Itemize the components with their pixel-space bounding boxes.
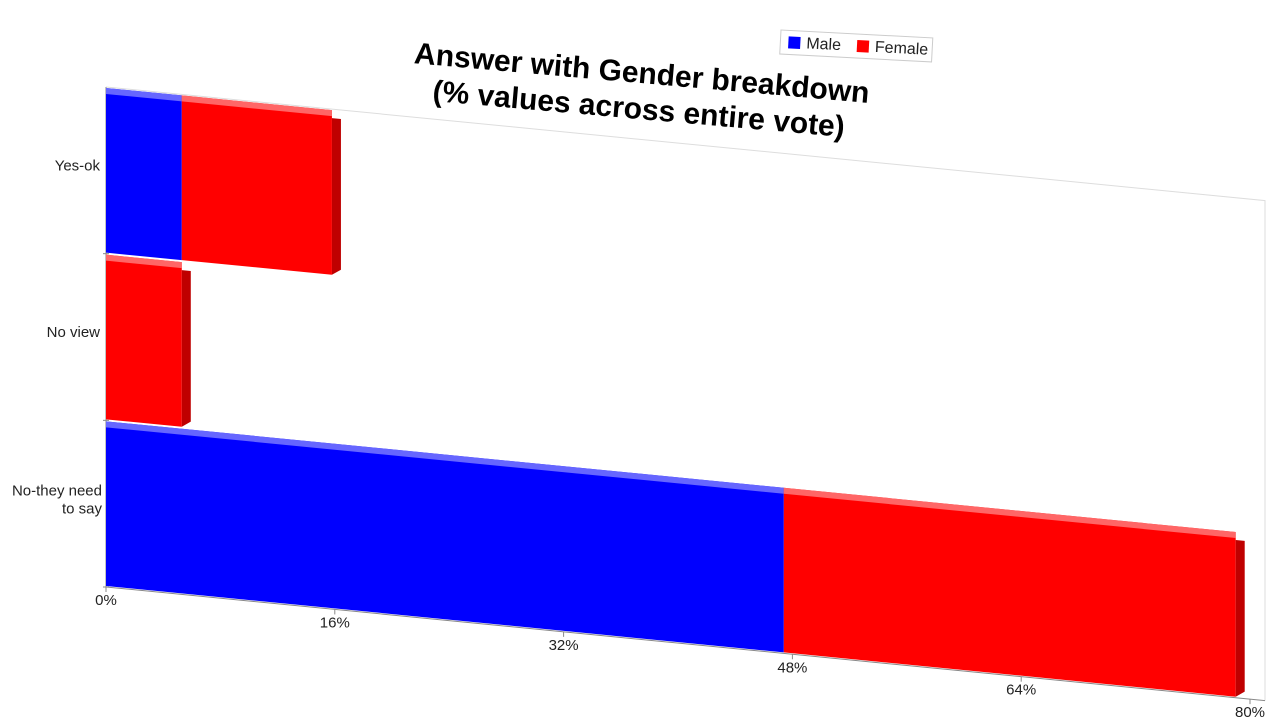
legend: Male Female — [779, 29, 934, 63]
x-axis — [105, 586, 1266, 702]
bar-segment — [106, 421, 784, 653]
bar-top — [181, 95, 332, 117]
x-tick-label: 48% — [777, 659, 807, 676]
bar-top — [106, 88, 182, 102]
bar-segment — [181, 95, 332, 275]
bar-side — [1235, 540, 1245, 697]
label-line: No-they need — [12, 483, 102, 500]
legend-swatch — [856, 40, 870, 53]
legend-label: Male — [806, 35, 842, 54]
x-tick-label: 32% — [549, 637, 579, 654]
legend-swatch — [788, 36, 801, 50]
bar-segment — [106, 254, 182, 427]
y-tick-label: No view — [47, 324, 101, 341]
label-line: to say — [62, 501, 103, 518]
bar-side — [331, 118, 341, 275]
bar-top — [106, 421, 784, 494]
bar-segment — [106, 88, 182, 261]
x-tick-label: 0% — [95, 592, 117, 609]
x-tick-label: 80% — [1235, 704, 1265, 720]
x-tick-label: 16% — [320, 614, 350, 631]
bar-top — [783, 487, 1236, 539]
bar-side — [181, 270, 191, 427]
legend-box — [779, 29, 934, 63]
legend-label: Female — [874, 39, 928, 59]
bar-top — [106, 254, 182, 269]
x-tick-label: 64% — [1006, 682, 1036, 699]
bar-segment — [783, 487, 1236, 697]
plot-frame — [105, 86, 1266, 701]
y-tick-label: No-they need to say — [12, 483, 103, 518]
y-tick-label: Yes-ok — [55, 157, 101, 174]
